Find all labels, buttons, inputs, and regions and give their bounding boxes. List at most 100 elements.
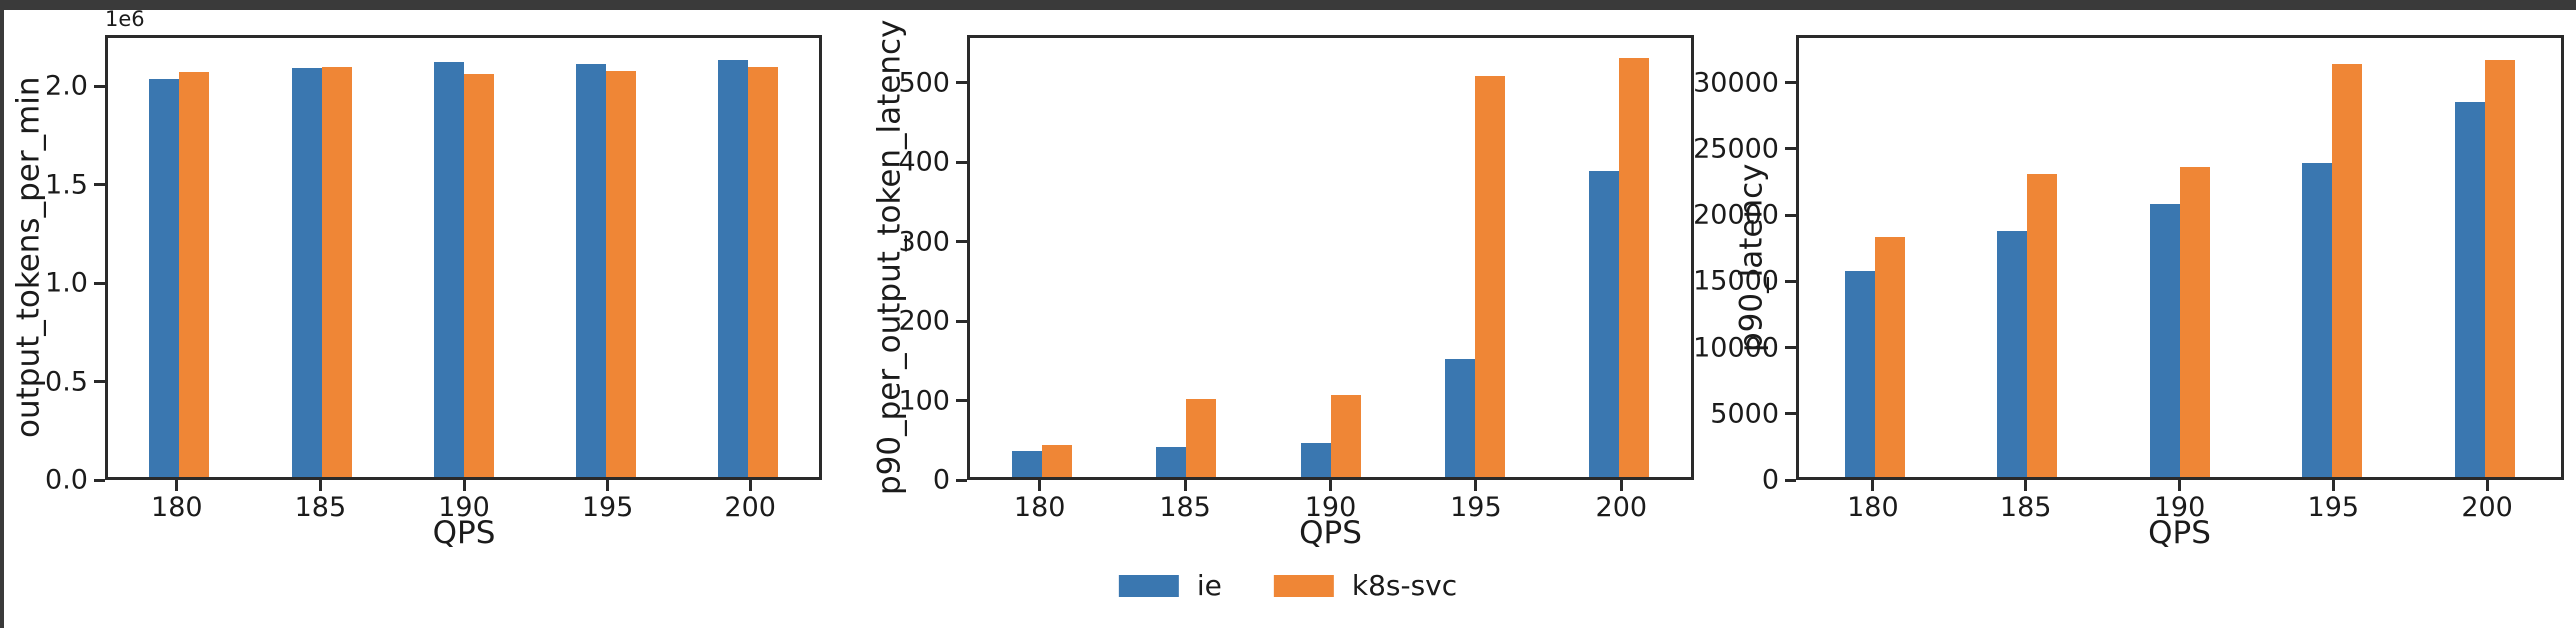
- x-tick-mark: [606, 480, 610, 491]
- plot-area: [1796, 35, 2564, 480]
- legend: ie k8s-svc: [1118, 569, 1458, 602]
- bar-ie-qps-180: [1012, 451, 1043, 477]
- y-tick-mark: [1785, 81, 1796, 85]
- y-tick-mark: [956, 160, 967, 164]
- bar-k8s-svc-qps-180: [1042, 444, 1073, 477]
- y-tick-label: 30000: [1693, 67, 1779, 99]
- y-tick-mark: [1785, 478, 1796, 482]
- bar-ie-qps-200: [717, 59, 748, 477]
- x-tick-label: 180: [1013, 492, 1066, 523]
- x-tick-mark: [1329, 480, 1332, 491]
- subplot-output-tokens-per-min: output_tokens_per_min 1e6 0.0 0.5 1.0 1.5 2.…: [0, 0, 859, 628]
- bar-ie-qps-185: [1156, 447, 1187, 477]
- x-tick-label: 190: [438, 492, 490, 523]
- subplot-p90-latency: p90_latency 0 5000 10000 15000 20000 25000 300…: [1693, 0, 2576, 628]
- x-axis-label: QPS: [432, 515, 496, 551]
- bar-ie-qps-190: [2149, 203, 2180, 477]
- x-tick-label: 185: [1159, 492, 1211, 523]
- y-tick-label: 1.5: [45, 169, 88, 201]
- y-tick-label: 5000: [1710, 398, 1779, 430]
- window-chrome-top-bar: [0, 0, 2576, 10]
- x-axis: 180 185 190 195 200: [967, 480, 1694, 532]
- legend-label: k8s-svc: [1351, 569, 1458, 602]
- bar-ie-qps-190: [434, 62, 464, 477]
- x-tick-label: 195: [1450, 492, 1502, 523]
- plot-area: [967, 35, 1694, 480]
- y-tick-label: 400: [898, 146, 950, 178]
- y-tick-label: 0.0: [45, 464, 88, 496]
- y-tick-label: 2.0: [45, 70, 88, 102]
- x-tick-mark: [2485, 480, 2489, 491]
- y-axis: 0.0 0.5 1.0 1.5 2.0: [0, 35, 105, 494]
- y-tick-label: 200: [898, 305, 950, 337]
- x-tick-label: 190: [1304, 492, 1357, 523]
- x-tick-mark: [175, 480, 179, 491]
- y-tick-mark: [956, 240, 967, 244]
- y-axis-offset-text: 1e6: [105, 7, 145, 31]
- x-tick-mark: [318, 480, 322, 491]
- y-tick-label: 20000: [1693, 199, 1779, 231]
- y-tick-mark: [956, 319, 967, 323]
- bar-k8s-svc-qps-195: [606, 71, 637, 477]
- x-tick-mark: [1183, 480, 1187, 491]
- bar-k8s-svc-qps-185: [2026, 173, 2057, 477]
- x-tick-label: 180: [151, 492, 203, 523]
- x-axis: 180 185 190 195 200: [1796, 480, 2564, 532]
- y-tick-mark: [94, 380, 105, 384]
- y-tick-label: 0.5: [45, 366, 88, 398]
- x-tick-label: 195: [2307, 492, 2360, 523]
- y-tick-label: 10000: [1693, 332, 1779, 364]
- y-tick-label: 300: [898, 226, 950, 258]
- x-tick-label: 195: [581, 492, 634, 523]
- bar-ie-qps-185: [1996, 230, 2027, 477]
- bar-k8s-svc-qps-185: [321, 66, 352, 477]
- bar-k8s-svc-qps-190: [1330, 395, 1361, 477]
- y-tick-mark: [1785, 213, 1796, 217]
- x-tick-label: 185: [294, 492, 347, 523]
- x-tick-mark: [462, 480, 466, 491]
- y-tick-mark: [956, 478, 967, 482]
- bar-ie-qps-195: [576, 63, 607, 477]
- bar-k8s-svc-qps-185: [1186, 398, 1217, 477]
- y-tick-mark: [1785, 279, 1796, 283]
- legend-label: ie: [1196, 569, 1222, 602]
- x-tick-mark: [2024, 480, 2028, 491]
- y-tick-label: 25000: [1693, 133, 1779, 165]
- bar-k8s-svc-qps-200: [1618, 57, 1649, 477]
- subplot-p90-per-output-token-latency: p90_per_output_token_latency 0 100 200 300 4…: [859, 0, 1719, 628]
- bar-ie-qps-190: [1300, 442, 1331, 477]
- x-tick-label: 200: [1595, 492, 1648, 523]
- y-tick-mark: [94, 478, 105, 482]
- bar-k8s-svc-qps-190: [2179, 166, 2210, 477]
- bar-k8s-svc-qps-200: [2484, 60, 2515, 477]
- y-tick-mark: [956, 81, 967, 85]
- y-tick-mark: [94, 281, 105, 285]
- y-tick-label: 0: [932, 464, 950, 496]
- x-tick-mark: [1619, 480, 1623, 491]
- x-tick-label: 200: [724, 492, 776, 523]
- x-tick-mark: [1871, 480, 1875, 491]
- y-tick-mark: [956, 399, 967, 403]
- x-tick-label: 185: [1999, 492, 2052, 523]
- x-tick-mark: [1038, 480, 1042, 491]
- x-tick-label: 190: [2153, 492, 2206, 523]
- legend-item-k8s-svc: k8s-svc: [1273, 569, 1458, 602]
- legend-item-ie: ie: [1118, 569, 1222, 602]
- y-tick-label: 500: [898, 67, 950, 99]
- bar-ie-qps-180: [149, 78, 180, 477]
- y-axis: 0 5000 10000 15000 20000 25000 30000: [1693, 35, 1796, 494]
- x-tick-label: 180: [1847, 492, 1899, 523]
- y-axis: 0 100 200 300 400 500: [859, 35, 967, 494]
- y-tick-mark: [94, 84, 105, 88]
- plot-area: [105, 35, 822, 480]
- bar-ie-qps-180: [1845, 271, 1876, 477]
- x-axis: 180 185 190 195 200: [105, 480, 822, 532]
- y-tick-mark: [1785, 412, 1796, 416]
- x-axis-label: QPS: [1299, 515, 1362, 551]
- bar-k8s-svc-qps-190: [464, 73, 494, 477]
- bar-ie-qps-195: [2302, 163, 2333, 477]
- legend-color-patch: [1118, 575, 1179, 597]
- legend-color-patch: [1273, 575, 1334, 597]
- bar-k8s-svc-qps-195: [2332, 63, 2363, 477]
